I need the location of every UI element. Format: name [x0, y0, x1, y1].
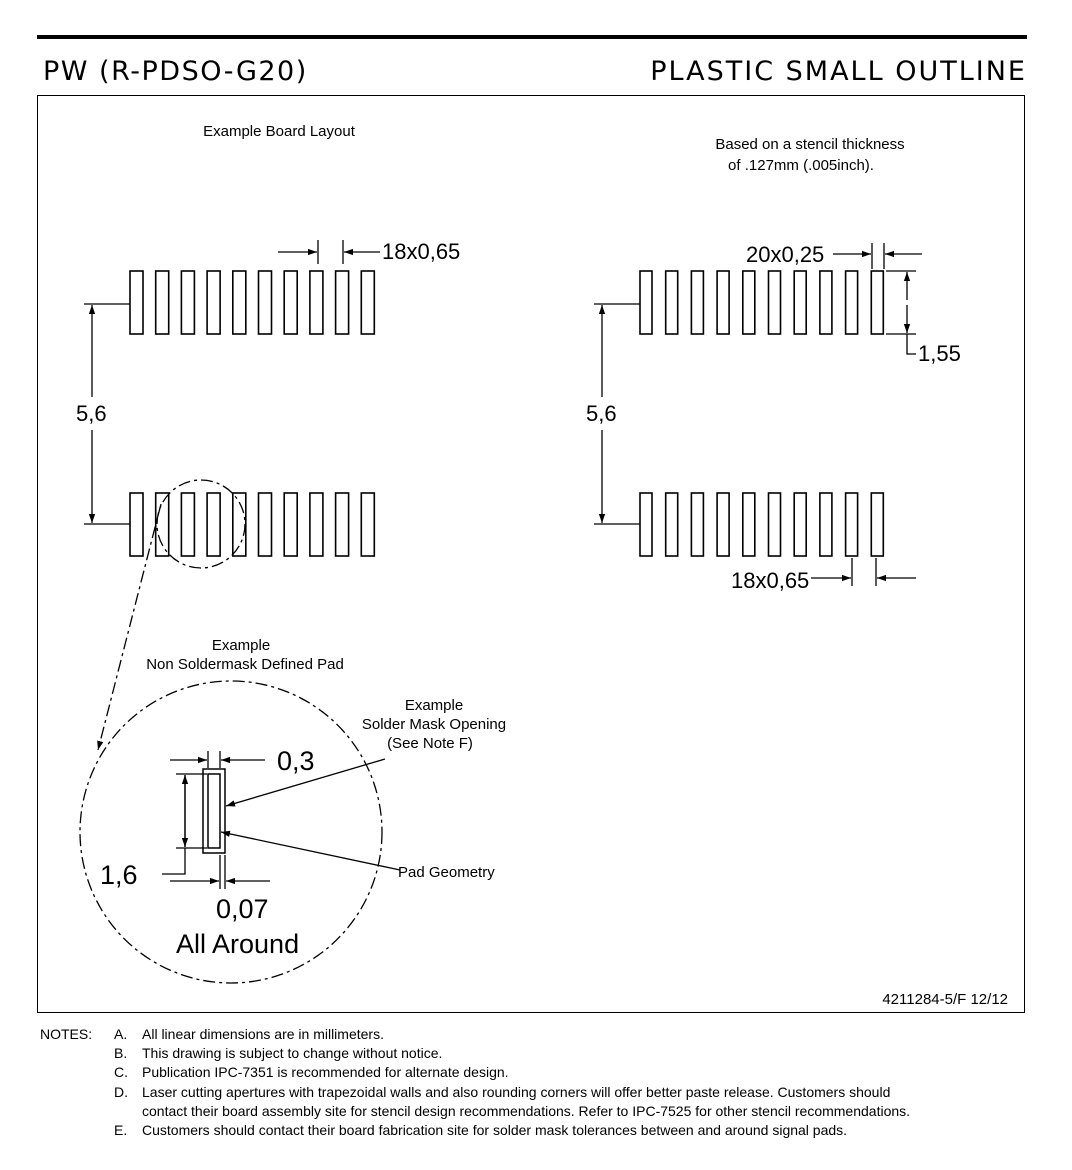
land-pattern-drawing: Example Board Layout 18x0,65 5,6 Example… — [76, 123, 1008, 1008]
left-span-label: 5,6 — [76, 401, 107, 426]
stencil-aperture — [819, 492, 833, 557]
left-pitch-dimension — [278, 240, 380, 264]
stencil-aperture — [870, 492, 885, 557]
mask-label-line2: Solder Mask Opening — [362, 716, 506, 733]
stencil-aperture — [819, 270, 833, 335]
stencil-aperture — [741, 492, 756, 557]
land-pad — [334, 270, 350, 335]
right-bottom-aperture-row — [639, 492, 885, 557]
stencil-aperture — [716, 270, 730, 335]
stencil-aperture — [690, 270, 705, 335]
stencil-aperture — [767, 270, 782, 335]
right-span-dimension — [594, 303, 640, 525]
note-item: E. Customers should contact their board f… — [114, 1121, 1072, 1140]
stencil-note-line1: Based on a stencil thickness — [715, 136, 904, 153]
drawing-number: 4211284-5/F 12/12 — [882, 991, 1008, 1008]
pad-geometry-label: Pad Geometry — [398, 864, 495, 881]
land-pad — [180, 492, 196, 557]
package-type: PLASTIC SMALL OUTLINE — [650, 56, 1027, 87]
left-bottom-pad-row — [129, 492, 376, 557]
land-pad — [129, 270, 144, 335]
detail-title-line2: Non Soldermask Defined Pad — [146, 656, 344, 673]
right-length-dimension — [886, 270, 916, 355]
right-length-label: 1,55 — [918, 341, 961, 366]
note-item: B. This drawing is subject to change with… — [114, 1044, 1072, 1063]
package-code: PW (R-PDSO-G20) — [43, 56, 308, 87]
stencil-aperture — [767, 492, 782, 557]
land-pad — [180, 270, 196, 335]
note-letter: B. — [114, 1045, 128, 1062]
detail-clearance-label: 0,07 — [216, 894, 269, 924]
land-pad — [360, 270, 376, 335]
detail-pad-width-label: 0,3 — [277, 746, 315, 776]
mask-label-line1: Example — [405, 697, 463, 714]
note-letter: D. — [114, 1083, 128, 1100]
stencil-aperture — [664, 270, 679, 335]
note-letter: A. — [114, 1026, 128, 1042]
stencil-aperture — [844, 492, 859, 557]
land-pad — [309, 270, 324, 335]
stencil-aperture — [664, 492, 679, 557]
note-item: C. Publication IPC-7351 is recommended fo… — [114, 1063, 1072, 1082]
left-span-dimension — [84, 303, 130, 525]
right-pitch-label: 18x0,65 — [731, 568, 809, 593]
land-pad — [232, 270, 247, 335]
right-pitch-dimension — [811, 558, 916, 586]
note-text: Customers should contact their board fab… — [142, 1122, 848, 1139]
note-text: This drawing is subject to change withou… — [142, 1045, 443, 1062]
land-pad — [257, 270, 273, 335]
left-top-pad-row — [129, 270, 376, 335]
notes-list: A. All linear dimensions are in millimete… — [114, 1025, 1072, 1140]
land-pad — [309, 492, 324, 557]
land-pad — [283, 270, 299, 335]
land-pad — [154, 270, 170, 335]
right-width-label: 20x0,25 — [746, 242, 824, 267]
detail-dimensions — [162, 751, 401, 889]
land-pad — [232, 492, 247, 557]
stencil-aperture — [690, 492, 705, 557]
note-text: All linear dimensions are in millimeters… — [142, 1026, 384, 1042]
detail-title-line1: Example — [212, 637, 270, 654]
stencil-aperture — [716, 492, 730, 557]
stencil-aperture — [639, 492, 653, 557]
right-span-label: 5,6 — [586, 401, 617, 426]
drawing-frame — [37, 95, 1025, 1013]
right-top-aperture-row — [639, 270, 885, 335]
land-pad — [360, 492, 376, 557]
detail-pad — [202, 768, 226, 854]
left-layout-title: Example Board Layout — [203, 123, 356, 140]
stencil-aperture — [793, 492, 808, 557]
land-pad — [154, 492, 170, 557]
land-pad — [206, 270, 221, 335]
stencil-aperture — [741, 270, 756, 335]
right-width-dimension — [833, 243, 922, 269]
land-pad — [283, 492, 299, 557]
note-item: A. All linear dimensions are in millimete… — [114, 1025, 1072, 1044]
land-pad — [257, 492, 273, 557]
stencil-aperture — [844, 270, 859, 335]
notes-heading: NOTES: — [40, 1026, 93, 1042]
note-item: D. Laser cutting apertures with trapezoid… — [114, 1083, 1072, 1121]
title-rule — [37, 35, 1027, 39]
stencil-aperture — [870, 270, 885, 335]
stencil-aperture — [639, 270, 653, 335]
note-letter: E. — [114, 1122, 128, 1139]
detail-all-around-label: All Around — [176, 929, 299, 959]
stencil-note-line2: of .127mm (.005inch). — [728, 157, 874, 174]
mask-label-line3: (See Note F) — [387, 735, 473, 752]
land-pad — [334, 492, 350, 557]
note-text: Laser cutting apertures with trapezoidal… — [142, 1083, 911, 1119]
detail-pad-length-label: 1,6 — [100, 860, 138, 890]
land-pad — [129, 492, 144, 557]
land-pad — [206, 492, 221, 557]
detail-callout — [79, 479, 383, 984]
note-letter: C. — [114, 1064, 128, 1081]
note-text: Publication IPC-7351 is recommended for … — [142, 1064, 509, 1081]
stencil-aperture — [793, 270, 808, 335]
left-pitch-label: 18x0,65 — [382, 239, 460, 264]
